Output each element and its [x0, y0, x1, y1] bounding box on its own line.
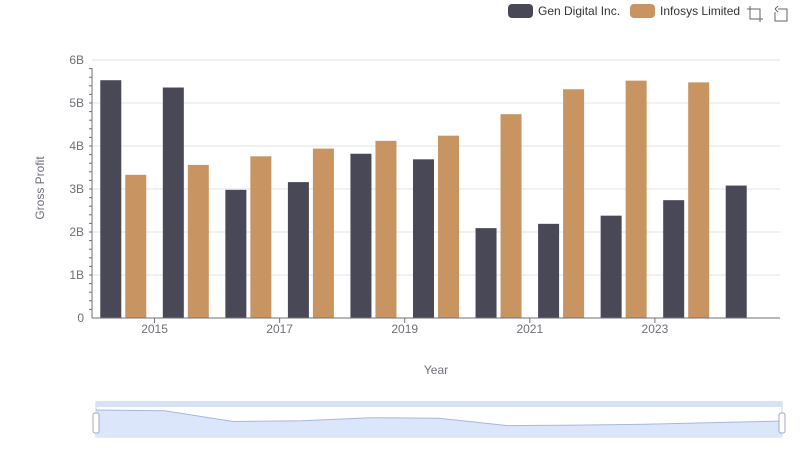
- zoom-preview-line: [95, 409, 783, 427]
- bar-gen-digital-2024: [725, 185, 747, 318]
- legend-item-infosys[interactable]: Infosys Limited: [630, 4, 740, 18]
- x-tick-label: 2021: [516, 322, 543, 336]
- y-tick-label: 2B: [69, 225, 84, 239]
- bar-gen-digital-2022: [600, 215, 622, 318]
- y-tick-label: 5B: [69, 96, 84, 110]
- bar-gen-digital-2020: [475, 228, 497, 318]
- legend-label-infosys: Infosys Limited: [660, 4, 741, 18]
- bar-gen-digital-2021: [538, 223, 560, 318]
- legend-item-gen-digital[interactable]: Gen Digital Inc.: [508, 4, 620, 18]
- x-axis: 2015 2017 2019 2021 2023: [92, 317, 780, 336]
- bar-infosys-2016: [250, 156, 272, 318]
- bar-infosys-2023: [688, 82, 710, 318]
- y-tick-label: 4B: [69, 139, 84, 153]
- x-axis-label: Year: [424, 363, 448, 377]
- bar-series: [100, 80, 747, 319]
- y-tick-label: 0: [77, 311, 84, 325]
- bar-infosys-2018: [375, 140, 397, 318]
- zoom-preview-area: [96, 410, 782, 437]
- zoom-handle-left[interactable]: [92, 412, 100, 434]
- bar-infosys-2020: [500, 114, 522, 319]
- bar-gen-digital-2015: [162, 87, 184, 319]
- bar-infosys-2019: [438, 135, 459, 318]
- zoom-reset-icon[interactable]: [773, 6, 789, 22]
- zoom-bar: [96, 401, 782, 407]
- y-axis: 0 1B 2B 3B 4B 5B 6B: [69, 53, 93, 325]
- legend-swatch-infosys: [630, 4, 656, 18]
- bar-infosys-2014: [125, 174, 147, 318]
- zoom-handle-right[interactable]: [778, 412, 786, 434]
- bar-gen-digital-2017: [287, 182, 309, 318]
- data-zoom-slider[interactable]: [92, 401, 786, 438]
- bar-gen-digital-2018: [350, 153, 372, 318]
- x-tick-label: 2023: [642, 322, 669, 336]
- x-tick-label: 2015: [141, 322, 168, 336]
- y-tick-label: 3B: [69, 182, 84, 196]
- bar-gen-digital-2014: [100, 80, 122, 319]
- chart-legend: Gen Digital Inc. Infosys Limited: [508, 4, 750, 18]
- bar-infosys-2021: [563, 89, 585, 319]
- y-tick-label: 1B: [69, 268, 84, 282]
- y-tick-label: 6B: [69, 53, 84, 67]
- y-axis-label: Gross Profit: [33, 156, 47, 220]
- legend-swatch-gen-digital: [508, 4, 533, 18]
- bar-gen-digital-2019: [413, 159, 434, 318]
- legend-label-gen-digital: Gen Digital Inc.: [538, 4, 621, 18]
- chart-toolbox: [747, 6, 789, 22]
- bar-infosys-2017: [312, 148, 334, 318]
- x-tick-label: 2019: [391, 322, 418, 336]
- x-tick-label: 2017: [266, 322, 293, 336]
- bar-infosys-2022: [625, 80, 647, 318]
- bar-gen-digital-2016: [225, 189, 247, 318]
- bar-infosys-2015: [187, 164, 209, 318]
- zoom-select-icon[interactable]: [747, 6, 763, 22]
- bar-gen-digital-2023: [663, 200, 685, 318]
